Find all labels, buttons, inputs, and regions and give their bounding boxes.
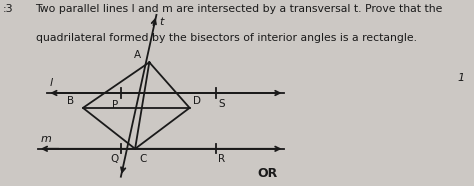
Text: quadrilateral formed by the bisectors of interior angles is a rectangle.: quadrilateral formed by the bisectors of… [36,33,417,44]
Text: m: m [40,134,51,144]
Text: t: t [159,17,163,27]
Text: D: D [193,96,201,106]
Text: :3: :3 [2,4,13,14]
Text: S: S [218,99,225,109]
Text: R: R [218,154,225,164]
Text: B: B [67,96,74,106]
Text: 1: 1 [457,73,465,83]
Text: OR: OR [258,167,278,180]
Text: Two parallel lines l and m are intersected by a transversal t. Prove that the: Two parallel lines l and m are intersect… [36,4,443,14]
Text: P: P [112,100,118,110]
Text: C: C [139,154,146,164]
Text: l: l [50,78,53,88]
Text: A: A [134,49,141,60]
Text: Q: Q [110,154,118,164]
